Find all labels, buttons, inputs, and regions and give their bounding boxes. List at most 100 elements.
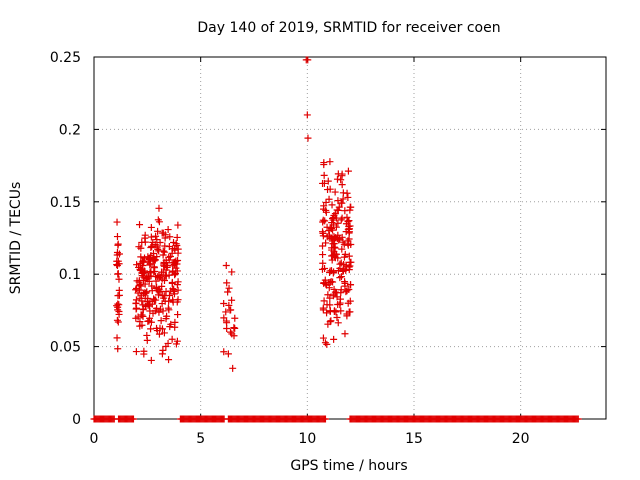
- data-point: [344, 193, 352, 201]
- data-point: [230, 332, 238, 340]
- data-point: [155, 291, 163, 299]
- x-axis-label: GPS time / hours: [290, 458, 407, 474]
- data-point: [160, 248, 168, 256]
- data-point: [147, 325, 155, 333]
- data-point: [338, 233, 346, 241]
- data-point: [347, 281, 355, 289]
- data-point: [223, 279, 231, 287]
- data-point: [155, 204, 163, 212]
- y-tick-label: 0.1: [59, 267, 81, 283]
- data-point: [220, 314, 228, 322]
- data-point: [319, 179, 327, 187]
- data-point: [143, 336, 151, 344]
- data-point: [114, 318, 122, 326]
- data-point: [320, 171, 328, 179]
- data-point: [154, 227, 162, 235]
- data-point: [174, 257, 182, 265]
- data-point: [321, 339, 329, 347]
- data-point: [174, 311, 182, 319]
- data-point: [168, 335, 176, 343]
- data-point: [146, 255, 154, 263]
- data-point: [345, 225, 353, 233]
- data-point: [330, 335, 338, 343]
- data-point: [341, 330, 349, 338]
- data-point: [157, 317, 165, 325]
- data-point: [113, 248, 121, 256]
- data-point: [319, 242, 327, 250]
- data-point: [162, 315, 170, 323]
- data-point: [115, 275, 123, 283]
- data-point: [151, 241, 159, 249]
- data-point: [327, 317, 335, 325]
- x-tick-label: 10: [298, 431, 316, 447]
- data-point: [155, 272, 163, 280]
- data-point: [160, 329, 168, 337]
- data-point: [173, 233, 181, 241]
- data-point: [171, 318, 179, 326]
- data-points: [90, 56, 582, 423]
- data-point: [113, 218, 121, 226]
- data-point: [149, 250, 157, 258]
- data-point: [170, 260, 178, 268]
- data-point: [114, 292, 122, 300]
- axes: [93, 56, 607, 420]
- data-point: [321, 415, 329, 423]
- data-point: [322, 239, 330, 247]
- data-point: [325, 284, 333, 292]
- data-point: [321, 217, 329, 225]
- data-point: [320, 279, 328, 287]
- data-point: [159, 247, 167, 255]
- data-point: [161, 297, 169, 305]
- data-point: [340, 261, 348, 269]
- data-point: [147, 356, 155, 364]
- data-point: [136, 318, 144, 326]
- data-point: [345, 235, 353, 243]
- data-point: [146, 297, 154, 305]
- data-point: [231, 314, 239, 322]
- data-point: [319, 334, 327, 342]
- data-point: [330, 211, 338, 219]
- data-point: [333, 314, 341, 322]
- x-tick-label: 5: [196, 431, 205, 447]
- data-point: [160, 261, 168, 269]
- data-point: [333, 206, 341, 214]
- data-point: [330, 307, 338, 315]
- data-point: [345, 252, 353, 260]
- data-point: [332, 223, 340, 231]
- data-point: [347, 258, 355, 266]
- data-point: [174, 221, 182, 229]
- data-point: [170, 239, 178, 247]
- data-point: [574, 415, 582, 423]
- data-point: [136, 221, 144, 229]
- data-point: [330, 285, 338, 293]
- data-point: [323, 340, 331, 348]
- data-point: [141, 254, 149, 262]
- data-point: [328, 201, 336, 209]
- data-point: [171, 270, 179, 278]
- data-point: [326, 301, 334, 309]
- data-point: [334, 219, 342, 227]
- data-point: [343, 312, 351, 320]
- data-point: [319, 251, 327, 259]
- data-point: [304, 56, 312, 64]
- data-point: [227, 328, 235, 336]
- data-point: [166, 233, 174, 241]
- data-point: [222, 308, 230, 316]
- data-point: [145, 255, 153, 263]
- data-point: [138, 238, 146, 246]
- data-point: [174, 296, 182, 304]
- data-point: [334, 319, 342, 327]
- data-point: [147, 233, 155, 241]
- data-point: [143, 275, 151, 283]
- data-point: [224, 288, 232, 296]
- data-point: [323, 309, 331, 317]
- data-point: [152, 232, 160, 240]
- data-point: [220, 348, 228, 356]
- data-point: [143, 288, 151, 296]
- data-point: [327, 225, 335, 233]
- data-point: [139, 306, 147, 314]
- data-point: [166, 323, 174, 331]
- data-point: [165, 243, 173, 251]
- data-point: [319, 259, 327, 267]
